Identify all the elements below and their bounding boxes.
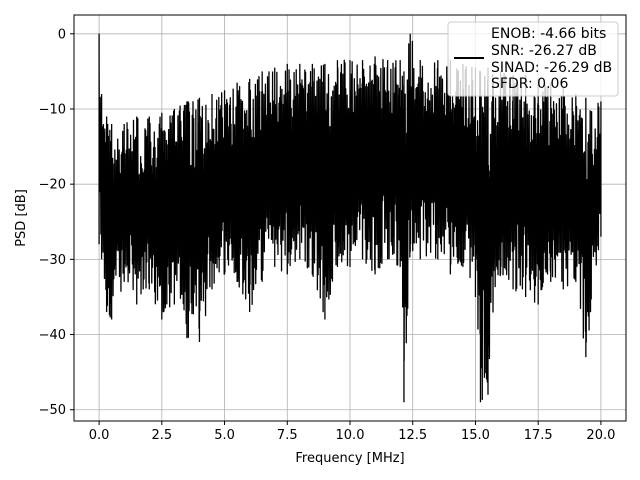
psd-line: [98, 33, 602, 403]
y-tick-label: −30: [39, 253, 66, 268]
x-tick-label: 15.0: [461, 428, 490, 443]
y-axis-ticks: 0 −10 −20 −30 −40 −50: [39, 27, 74, 418]
y-tick-label: −40: [39, 328, 66, 343]
legend-box: [447, 21, 619, 97]
psd-series: [98, 33, 602, 403]
x-tick-label: 0.0: [89, 428, 110, 443]
x-tick-label: 12.5: [398, 428, 427, 443]
y-tick-label: −50: [39, 403, 66, 418]
x-axis-label: Frequency [MHz]: [295, 451, 404, 466]
legend-line-snr: SNR: -26.27 dB: [491, 43, 597, 59]
x-tick-label: 5.0: [214, 428, 235, 443]
y-tick-label: −20: [39, 178, 66, 193]
x-axis-ticks: 0.0 2.5 5.0 7.5 10.0 12.5 15.0 17.5 20.0: [89, 421, 615, 443]
y-axis-label: PSD [dB]: [14, 189, 29, 247]
x-tick-label: 20.0: [586, 428, 615, 443]
x-tick-label: 10.0: [336, 428, 365, 443]
x-tick-label: 7.5: [277, 428, 298, 443]
x-tick-label: 17.5: [524, 428, 553, 443]
legend: ENOB: -4.66 bits SNR: -26.27 dB SINAD: -…: [447, 21, 619, 97]
y-tick-label: 0: [58, 27, 66, 42]
y-tick-label: −10: [39, 102, 66, 117]
legend-line-sinad: SINAD: -26.29 dB: [491, 60, 612, 76]
legend-line-sfdr: SFDR: 0.06: [491, 76, 568, 92]
legend-line-enob: ENOB: -4.66 bits: [491, 26, 606, 42]
x-tick-label: 2.5: [151, 428, 172, 443]
